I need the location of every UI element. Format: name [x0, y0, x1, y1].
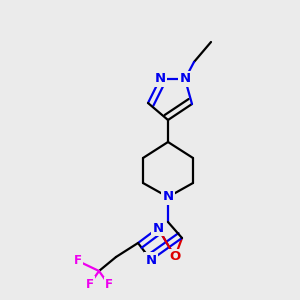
- Text: F: F: [74, 254, 82, 268]
- Text: N: N: [146, 254, 157, 266]
- Text: F: F: [105, 278, 113, 292]
- Text: O: O: [169, 250, 181, 263]
- Text: N: N: [179, 73, 191, 85]
- Text: N: N: [152, 221, 164, 235]
- Text: N: N: [154, 73, 166, 85]
- Text: F: F: [86, 278, 94, 290]
- Text: N: N: [162, 190, 174, 203]
